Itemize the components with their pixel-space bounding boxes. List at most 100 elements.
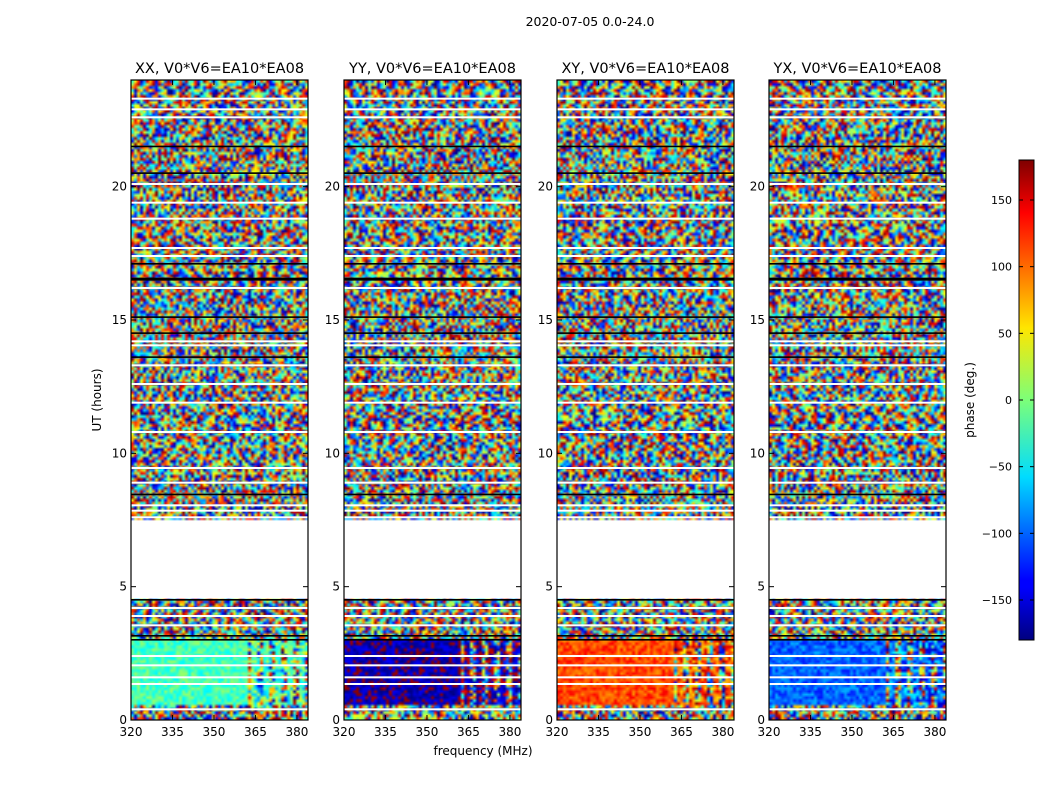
scan-gap-line — [557, 172, 734, 174]
flag-line — [131, 481, 308, 484]
y-tick-label: 15 — [112, 313, 127, 327]
scan-gap-line — [131, 279, 308, 281]
flag-line — [344, 344, 521, 347]
flag-line — [131, 247, 308, 249]
scan-gap-line — [557, 639, 734, 641]
y-tick-label: 5 — [332, 580, 340, 594]
flag-line — [557, 504, 734, 507]
flag-line — [769, 201, 946, 204]
x-tick-label: 365 — [244, 725, 267, 739]
flag-line — [557, 655, 734, 657]
flag-line — [769, 624, 946, 627]
flag-line — [131, 708, 308, 711]
flag-line — [769, 467, 946, 469]
flag-line — [769, 708, 946, 711]
y-tick-label: 5 — [119, 580, 127, 594]
scan-gap-line — [769, 316, 946, 318]
flag-line — [557, 624, 734, 627]
flag-line — [557, 516, 734, 519]
y-tick-label: 15 — [750, 313, 765, 327]
panel-frame — [130, 79, 309, 721]
scan-gap-line — [344, 263, 521, 265]
x-tick-label: 365 — [457, 725, 480, 739]
scan-gap-line — [769, 332, 946, 334]
flag-line — [131, 383, 308, 385]
scan-gap-line — [344, 639, 521, 641]
flag-line — [344, 217, 521, 220]
flag-line — [769, 340, 946, 343]
flag-line — [344, 664, 521, 667]
flag-line — [769, 481, 946, 484]
flag-line — [344, 615, 521, 617]
flag-line — [769, 655, 946, 657]
y-tick-label: 20 — [538, 180, 553, 194]
y-tick-label: 10 — [325, 446, 340, 460]
x-tick-label: 380 — [923, 725, 946, 739]
scan-gap-line — [131, 332, 308, 334]
flag-line — [769, 247, 946, 249]
flag-line — [131, 217, 308, 220]
flag-line — [557, 509, 734, 512]
flag-line — [344, 467, 521, 469]
scan-gap-line — [344, 599, 521, 601]
y-tick-label: 10 — [750, 446, 765, 460]
flag-line — [557, 431, 734, 433]
scan-gap-line — [131, 277, 308, 280]
scan-gap-line — [557, 635, 734, 637]
flagged-region — [344, 521, 521, 599]
x-tick-label: 350 — [416, 725, 439, 739]
flag-line — [557, 344, 734, 347]
x-tick-label: 320 — [546, 725, 569, 739]
flag-line — [769, 504, 946, 507]
scan-gap-line — [131, 639, 308, 641]
flag-line — [344, 516, 521, 519]
flagged-region — [131, 521, 308, 599]
phase-heatmap — [344, 80, 521, 720]
flag-line — [344, 364, 521, 367]
scan-gap-line — [131, 356, 308, 358]
figure-title: 2020-07-05 0.0-24.0 — [526, 14, 655, 29]
flag-line — [344, 383, 521, 385]
scan-gap-line — [131, 263, 308, 265]
colorbar-tick-label: 50 — [998, 327, 1012, 340]
scan-gap-line — [344, 635, 521, 637]
y-tick-label: 20 — [750, 180, 765, 194]
y-tick-label: 15 — [325, 313, 340, 327]
flag-line — [769, 364, 946, 367]
flag-line — [131, 401, 308, 404]
flag-line — [344, 683, 521, 685]
y-tick-label: 0 — [545, 713, 553, 727]
flag-line — [769, 509, 946, 512]
panel-title: XX, V0*V6=EA10*EA08 — [135, 61, 304, 77]
scan-gap-line — [131, 145, 308, 148]
flag-line — [344, 624, 521, 627]
flag-line — [557, 683, 734, 685]
scan-gap-line — [131, 599, 308, 601]
panel-title: YX, V0*V6=EA10*EA08 — [772, 61, 941, 77]
flag-line — [769, 183, 946, 185]
flag-line — [557, 255, 734, 257]
flag-line — [344, 247, 521, 249]
flag-line — [769, 383, 946, 385]
flag-line — [769, 217, 946, 220]
scan-gap-line — [769, 279, 946, 281]
scan-gap-line — [557, 145, 734, 148]
scan-gap-line — [557, 493, 734, 496]
y-tick-label: 20 — [325, 180, 340, 194]
y-tick-label: 0 — [332, 713, 340, 727]
flag-line — [344, 431, 521, 433]
panel-2: YY, V0*V6=EA10*EA08 320 335 350 365 380 0 5 10 15… — [325, 61, 522, 739]
panel-title: XY, V0*V6=EA10*EA08 — [561, 61, 729, 77]
scan-gap-line — [557, 279, 734, 281]
flag-line — [344, 340, 521, 343]
flag-line — [557, 97, 734, 100]
scan-gap-line — [131, 316, 308, 318]
colorbar-tick-label: 100 — [991, 261, 1012, 274]
flag-line — [557, 364, 734, 367]
scan-gap-line — [769, 493, 946, 496]
x-tick-label: 380 — [711, 725, 734, 739]
flag-line — [344, 183, 521, 185]
scan-gap-line — [557, 356, 734, 358]
flag-line — [131, 467, 308, 469]
flag-line — [769, 615, 946, 617]
